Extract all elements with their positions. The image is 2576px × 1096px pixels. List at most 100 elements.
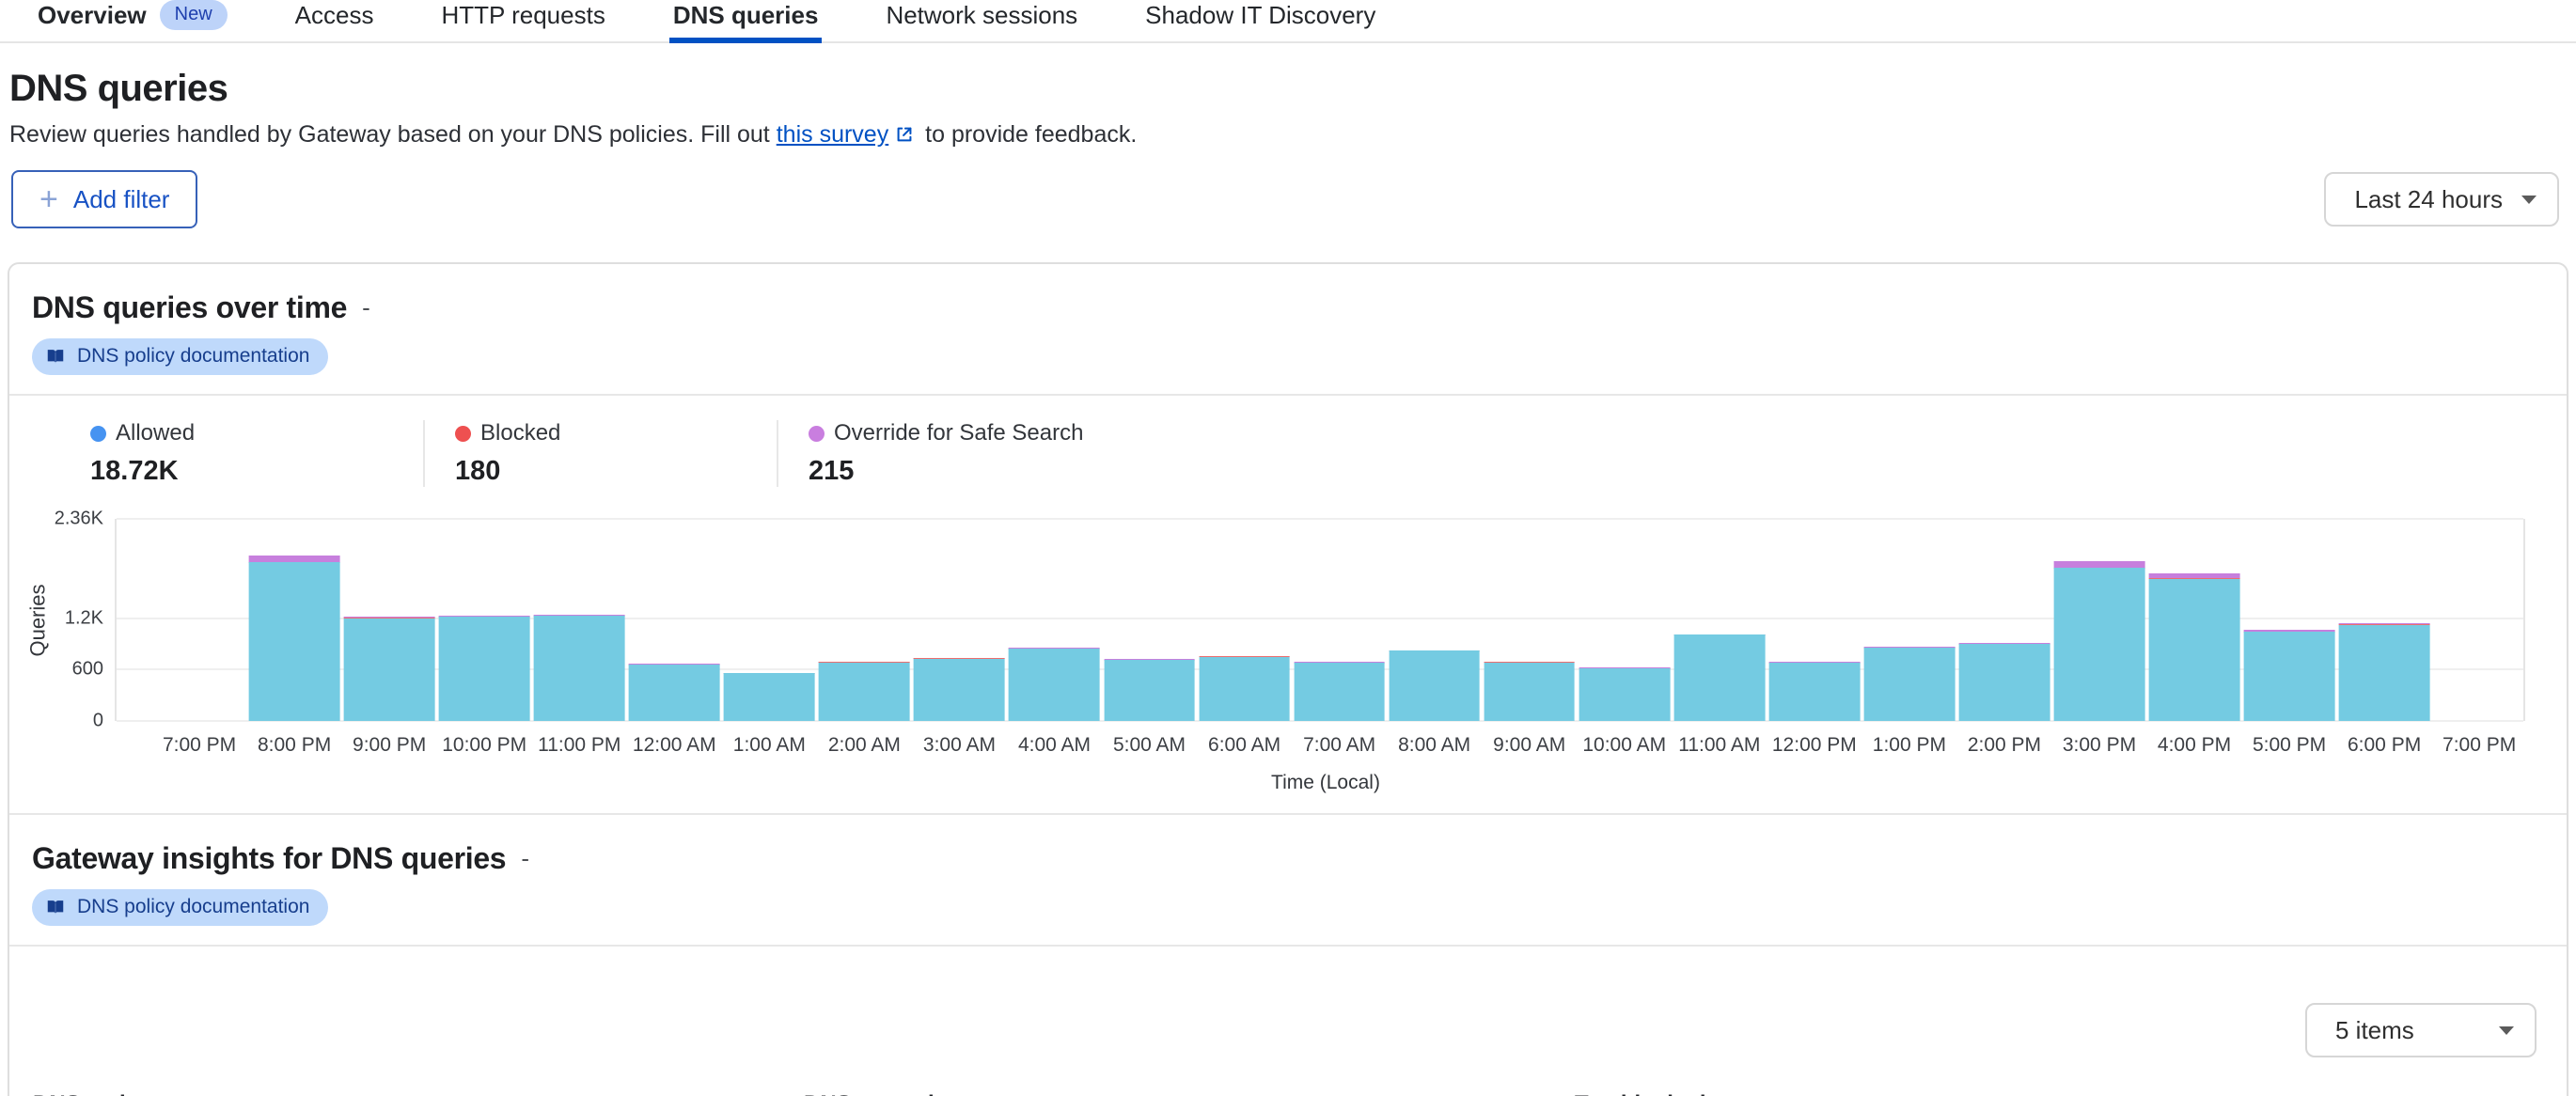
x-tick-label: 1:00 PM bbox=[1872, 734, 1946, 756]
bar-segment-allowed bbox=[1389, 650, 1481, 721]
chart-bar-2-00-pm[interactable] bbox=[1958, 643, 2050, 721]
chart-bar-1-00-am[interactable] bbox=[723, 672, 815, 721]
insights-column-dns-countries: DNS countriesUS15.74KIE6.32K bbox=[804, 1084, 1575, 1096]
bar-segment-allowed bbox=[438, 617, 530, 721]
chart-bar-9-00-pm[interactable] bbox=[343, 617, 435, 721]
chart-bar-5-00-am[interactable] bbox=[1104, 659, 1195, 721]
insights-header: Gateway insights for DNS queries - DNS p… bbox=[9, 815, 2567, 947]
chart-bar-2-00-am[interactable] bbox=[818, 661, 910, 721]
chart-bar-10-00-pm[interactable] bbox=[438, 615, 530, 721]
gridline bbox=[117, 720, 2523, 722]
bar-segment-allowed bbox=[1104, 660, 1195, 721]
bar-segment-allowed bbox=[1199, 656, 1290, 721]
chart-bar-6-00-am[interactable] bbox=[1199, 655, 1290, 721]
chart-bar-8-00-pm[interactable] bbox=[248, 555, 340, 721]
x-tick-label: 12:00 PM bbox=[1771, 734, 1857, 756]
tab-label: Network sessions bbox=[886, 1, 1078, 29]
bar-segment-override bbox=[628, 664, 720, 665]
page-description: Review queries handled by Gateway based … bbox=[9, 121, 2559, 151]
bar-segment-allowed bbox=[1009, 649, 1100, 721]
chart-bar-3-00-am[interactable] bbox=[914, 657, 1005, 721]
collapse-toggle[interactable]: - bbox=[362, 293, 370, 321]
bar-segment-override bbox=[818, 661, 910, 663]
bar-segment-override bbox=[1294, 662, 1385, 663]
description-text: Review queries handled by Gateway based … bbox=[9, 121, 770, 148]
chart-bar-4-00-am[interactable] bbox=[1009, 648, 1100, 721]
x-tick-label: 7:00 PM bbox=[2442, 734, 2517, 756]
x-tick-label: 9:00 PM bbox=[353, 734, 427, 756]
book-icon bbox=[45, 346, 66, 367]
chart-bar-6-00-pm[interactable] bbox=[2338, 623, 2430, 721]
tab-label: DNS queries bbox=[672, 1, 819, 29]
survey-link[interactable]: this survey bbox=[776, 121, 889, 148]
chart-bar-10-00-am[interactable] bbox=[1579, 667, 1671, 721]
bar-segment-allowed bbox=[628, 665, 720, 721]
x-tick-label: 9:00 AM bbox=[1493, 734, 1566, 756]
chevron-down-icon bbox=[2521, 195, 2537, 204]
bar-segment-override bbox=[343, 617, 435, 618]
chart-bar-7-00-am[interactable] bbox=[1294, 662, 1385, 721]
y-axis-ticks: 0 600 1.2K 2.36K bbox=[55, 509, 115, 731]
gridline bbox=[117, 518, 2523, 520]
dns-policy-doc-badge[interactable]: DNS policy documentation bbox=[32, 338, 329, 375]
dns-policy-doc-badge[interactable]: DNS policy documentation bbox=[32, 889, 329, 926]
book-icon bbox=[45, 897, 66, 917]
chart-bar-11-00-pm[interactable] bbox=[533, 615, 625, 721]
bar-segment-override bbox=[914, 657, 1005, 659]
chart-bar-4-00-pm[interactable] bbox=[2148, 572, 2240, 721]
bar-segment-override bbox=[2053, 560, 2145, 568]
items-count-select[interactable]: 5 items bbox=[2305, 1003, 2537, 1057]
bar-segment-allowed bbox=[1768, 663, 1861, 721]
tab-http-requests[interactable]: HTTP requests bbox=[437, 1, 608, 41]
chart-bar-8-00-am[interactable] bbox=[1389, 650, 1481, 721]
chart-legend: Allowed 18.72K Blocked 180 Override for Safe… bbox=[9, 396, 2567, 508]
add-filter-button[interactable]: + Add filter bbox=[11, 170, 198, 228]
x-axis-title: Time (Local) bbox=[1271, 772, 1380, 793]
legend-item-allowed[interactable]: Allowed 18.72K bbox=[90, 420, 423, 487]
bar-segment-allowed bbox=[343, 618, 435, 721]
tab-access[interactable]: Access bbox=[291, 1, 378, 41]
items-count-row: 5 items bbox=[9, 947, 2567, 1057]
filter-toolbar: + Add filter Last 24 hours bbox=[9, 170, 2559, 228]
description-suffix: to provide feedback. bbox=[925, 121, 1138, 148]
bar-segment-allowed bbox=[533, 616, 625, 721]
chart-bar-1-00-pm[interactable] bbox=[1863, 647, 1956, 721]
tab-network-sessions[interactable]: Network sessions bbox=[882, 1, 1081, 41]
new-badge: New bbox=[159, 0, 228, 30]
table-header: DNS countries bbox=[804, 1084, 1229, 1096]
legend-item-blocked[interactable]: Blocked 180 bbox=[423, 420, 777, 487]
insights-column-dns-action: DNS actionAllowed18.72KOverride for Safe… bbox=[33, 1084, 804, 1096]
x-tick-label: 10:00 AM bbox=[1582, 734, 1667, 756]
tab-dns-queries[interactable]: DNS queries bbox=[668, 1, 823, 43]
chart-bar-11-00-am[interactable] bbox=[1673, 634, 1766, 721]
tab-shadow-it-discovery[interactable]: Shadow IT Discovery bbox=[1141, 1, 1379, 41]
bar-segment-allowed bbox=[2053, 567, 2145, 721]
y-tick-label: 2.36K bbox=[54, 508, 103, 529]
tab-overview[interactable]: Overview New bbox=[34, 0, 231, 41]
bar-segment-allowed bbox=[1958, 644, 2050, 721]
chart-bar-5-00-pm[interactable] bbox=[2243, 630, 2335, 721]
bar-segment-override bbox=[2338, 623, 2430, 624]
y-tick-label: 0 bbox=[92, 710, 103, 731]
chart-bar-9-00-am[interactable] bbox=[1484, 662, 1576, 721]
time-range-select[interactable]: Last 24 hours bbox=[2324, 172, 2559, 227]
legend-item-override-for-safe-search[interactable]: Override for Safe Search 215 bbox=[777, 420, 1121, 487]
chart-card-title: DNS queries over time - bbox=[32, 290, 370, 324]
table-header: DNS action bbox=[33, 1084, 458, 1096]
bar-segment-allowed bbox=[1863, 648, 1956, 721]
x-tick-label: 2:00 PM bbox=[1967, 734, 2042, 756]
bar-segment-override bbox=[1579, 667, 1671, 669]
chart-bar-12-00-pm[interactable] bbox=[1768, 662, 1861, 721]
chart-bar-12-00-am[interactable] bbox=[628, 664, 720, 721]
chart-card-header: DNS queries over time - DNS policy docum… bbox=[9, 264, 2567, 396]
x-tick-label: 12:00 AM bbox=[632, 734, 716, 756]
collapse-toggle[interactable]: - bbox=[521, 844, 529, 872]
analytics-tab-bar: Overview New Access HTTP requests DNS querie… bbox=[0, 0, 2576, 43]
y-tick-label: 600 bbox=[71, 658, 103, 680]
x-tick-label: 11:00 AM bbox=[1678, 734, 1761, 756]
legend-dot-icon bbox=[809, 425, 825, 442]
legend-value: 180 bbox=[455, 456, 501, 486]
mini-table: DNS actionAllowed18.72KOverride for Safe… bbox=[33, 1084, 458, 1096]
chart-bar-3-00-pm[interactable] bbox=[2053, 560, 2145, 721]
chart-plot-area: 7:00 PM 8:00 PM 9:00 PM 10:00 PM 11:00 PM 12:… bbox=[115, 518, 2525, 756]
